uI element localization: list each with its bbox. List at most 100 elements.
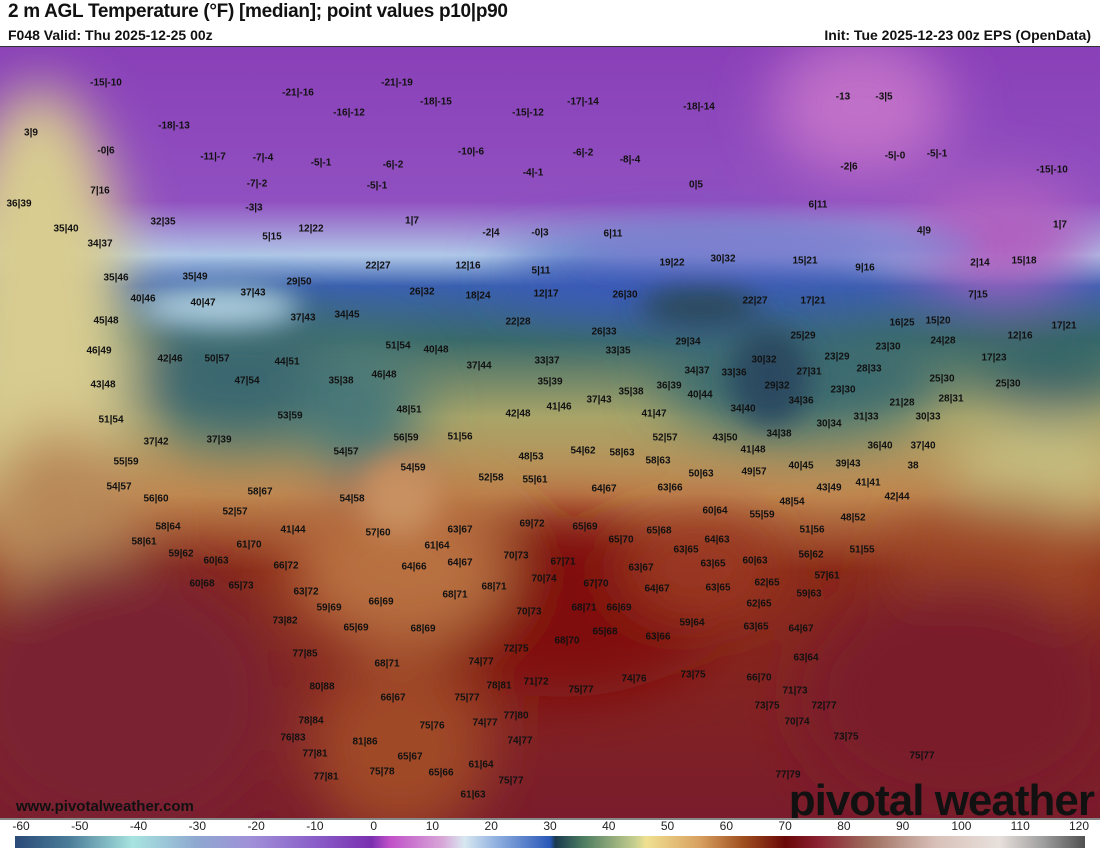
point-value-label: 43|50 <box>712 432 738 444</box>
point-value-label: 72|77 <box>811 700 837 712</box>
point-value-label: 74|77 <box>507 735 533 747</box>
point-value-label: 63|65 <box>673 544 699 556</box>
point-value-label: -15|-12 <box>512 107 544 119</box>
point-value-label: 0|5 <box>689 179 703 191</box>
point-value-label: 43|49 <box>816 482 842 494</box>
point-value-label: 22|27 <box>742 295 768 307</box>
point-value-label: 68|71 <box>374 658 400 670</box>
point-value-label: 57|60 <box>365 527 391 539</box>
point-value-label: 40|44 <box>687 389 713 401</box>
point-value-label: 75|77 <box>568 684 594 696</box>
point-value-label: 65|68 <box>592 626 618 638</box>
point-value-label: 65|69 <box>572 521 598 533</box>
point-value-label: 59|62 <box>168 548 194 560</box>
point-value-label: -3|5 <box>875 91 893 103</box>
colorbar-tick-label: -60 <box>12 819 30 833</box>
colorbar-tick-label: -10 <box>306 819 324 833</box>
point-value-label: 23|30 <box>830 384 856 396</box>
point-value-label: 30|32 <box>751 354 777 366</box>
point-value-label: 17|21 <box>1051 320 1077 332</box>
point-value-label: 37|40 <box>910 440 936 452</box>
point-value-label: 63|67 <box>447 524 473 536</box>
point-value-label: -2|4 <box>482 227 500 239</box>
point-value-label: 66|69 <box>606 602 632 614</box>
point-value-label: 25|29 <box>790 330 816 342</box>
colorbar-tick-label: 80 <box>837 819 851 833</box>
point-value-label: 41|44 <box>280 524 306 536</box>
point-value-label: 2|14 <box>970 257 990 269</box>
point-value-label: 62|65 <box>754 577 780 589</box>
point-value-label: 58|63 <box>645 455 671 467</box>
point-value-label: 55|59 <box>749 509 775 521</box>
point-value-label: 57|61 <box>814 570 840 582</box>
point-value-label: 29|34 <box>675 336 701 348</box>
point-value-label: 65|66 <box>428 767 454 779</box>
colorbar-tick-label: 50 <box>660 819 675 833</box>
point-value-label: 25|30 <box>995 378 1021 390</box>
point-value-label: 58|63 <box>609 447 635 459</box>
colorbar-tick-label: -20 <box>247 819 265 833</box>
point-value-label: 55|59 <box>113 456 139 468</box>
point-value-label: 60|63 <box>742 555 768 567</box>
point-value-label: 70|74 <box>784 716 810 728</box>
point-value-label: 68|71 <box>571 602 597 614</box>
point-value-label: 35|39 <box>537 376 563 388</box>
point-value-label: 51|55 <box>849 544 875 556</box>
point-value-label: 35|46 <box>103 272 129 284</box>
point-value-label: 65|73 <box>228 580 254 592</box>
colorbar-tick-label: -40 <box>129 819 148 833</box>
point-value-label: 55|61 <box>522 474 548 486</box>
point-value-label: 78|81 <box>486 680 512 692</box>
point-value-label: 40|47 <box>190 297 216 309</box>
point-value-label: 41|41 <box>855 477 881 489</box>
point-value-label: -18|-13 <box>158 120 190 132</box>
point-value-label: 66|69 <box>368 596 394 608</box>
point-value-label: 19|22 <box>659 257 685 269</box>
point-value-label: -6|-2 <box>572 147 594 159</box>
point-value-label: 65|68 <box>646 525 672 537</box>
point-value-label: 74|76 <box>621 673 647 685</box>
point-value-label: 61|70 <box>236 539 262 551</box>
point-value-label: 48|51 <box>396 404 422 416</box>
point-value-label: 38 <box>907 460 919 472</box>
point-value-label: 33|37 <box>534 355 560 367</box>
point-value-label: 7|16 <box>90 185 110 197</box>
point-value-label: -5|-1 <box>310 157 332 169</box>
point-value-label: 75|77 <box>909 750 935 762</box>
colorbar-tick-label: 40 <box>602 819 616 833</box>
colorbar-tick-labels: -60 -50 -40 -30 -20 -10 0 10 20 30 40 50 60 70 80 90 100… <box>0 818 1100 834</box>
point-value-label: 74|77 <box>472 717 498 729</box>
point-value-label: -6|-2 <box>382 159 404 171</box>
point-value-label: 66|70 <box>746 672 772 684</box>
point-value-label: 41|47 <box>641 408 667 420</box>
point-value-label: 35|40 <box>53 223 79 235</box>
point-value-label: 40|45 <box>788 460 814 472</box>
point-value-label: 61|64 <box>424 540 450 552</box>
point-value-label: -0|3 <box>531 227 549 239</box>
point-value-label: 34|45 <box>334 309 360 321</box>
point-value-label: 17|23 <box>981 352 1007 364</box>
point-value-label: 12|16 <box>455 260 481 272</box>
point-value-label: 37|39 <box>206 434 232 446</box>
point-value-label: 50|57 <box>204 353 230 365</box>
point-value-label: -15|-10 <box>90 77 122 89</box>
point-value-label: -5|-0 <box>884 150 906 162</box>
colorbar-tick-label: -50 <box>71 819 89 833</box>
point-value-label: 67|71 <box>550 556 576 568</box>
point-value-label: 54|57 <box>333 446 359 458</box>
colorbar <box>15 836 1085 848</box>
colorbar-tick-label: -30 <box>188 819 206 833</box>
point-value-label: 56|59 <box>393 432 419 444</box>
point-value-label: -4|-1 <box>522 167 544 179</box>
point-value-label: 39|43 <box>835 458 861 470</box>
point-value-label: 37|43 <box>290 312 316 324</box>
point-value-label: 15|20 <box>925 315 951 327</box>
point-value-label: 59|64 <box>679 617 705 629</box>
point-value-label: 31|33 <box>853 411 879 423</box>
temperature-map[interactable]: -15|-10 -21|-19 -21|-16 -18|-15 -16|-12 -15|-… <box>0 46 1100 820</box>
point-value-label: 78|84 <box>298 715 324 727</box>
point-value-label: 16|25 <box>889 317 915 329</box>
watermark-url: www.pivotalweather.com <box>16 798 194 815</box>
point-value-label: 30|33 <box>915 411 941 423</box>
point-value-label: 25|30 <box>929 373 955 385</box>
